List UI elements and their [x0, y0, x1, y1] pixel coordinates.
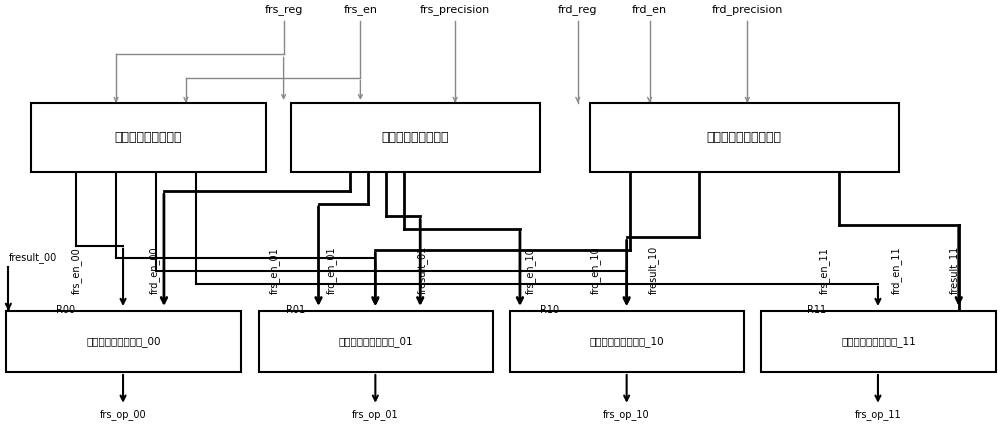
Text: 浮点目的寄存器写使能: 浮点目的寄存器写使能 [707, 131, 782, 144]
Text: frs_reg: frs_reg [264, 4, 303, 15]
Text: frs_op_10: frs_op_10 [603, 409, 650, 419]
Bar [761, 311, 996, 372]
Text: fresult_01: fresult_01 [417, 246, 428, 294]
Bar [31, 103, 266, 172]
Text: R10: R10 [540, 305, 559, 315]
Text: 浮点操作数读取使能: 浮点操作数读取使能 [381, 131, 449, 144]
Text: frd_en_00: frd_en_00 [149, 247, 160, 294]
Text: 相关性判定结果选择_00: 相关性判定结果选择_00 [86, 336, 161, 347]
Text: frs_en_11: frs_en_11 [819, 248, 830, 294]
Text: frd_precision: frd_precision [712, 4, 783, 15]
Text: frd_en_01: frd_en_01 [325, 247, 336, 294]
Text: fresult_10: fresult_10 [648, 246, 658, 294]
Text: frd_en_10: frd_en_10 [590, 247, 601, 294]
Text: frs_op_00: frs_op_00 [100, 409, 146, 419]
Text: 相关性判定结果选择_11: 相关性判定结果选择_11 [841, 336, 916, 347]
Text: fresult_11: fresult_11 [949, 246, 960, 294]
Text: frs_en_10: frs_en_10 [525, 248, 536, 294]
Text: frs_en_00: frs_en_00 [71, 248, 82, 294]
Bar [259, 311, 493, 372]
Text: R01: R01 [286, 305, 305, 315]
Text: frs_op_01: frs_op_01 [352, 409, 399, 419]
Text: frs_precision: frs_precision [420, 4, 490, 15]
Text: frd_reg: frd_reg [558, 4, 598, 15]
Bar [590, 103, 899, 172]
Text: frs_en: frs_en [343, 4, 377, 15]
Text: 浮点寄存器文件读取: 浮点寄存器文件读取 [115, 131, 182, 144]
Text: R11: R11 [807, 305, 826, 315]
Text: frd_en_11: frd_en_11 [891, 247, 902, 294]
Bar [510, 311, 744, 372]
Bar [291, 103, 540, 172]
Text: R00: R00 [56, 305, 75, 315]
Text: frs_en_01: frs_en_01 [269, 248, 280, 294]
Text: frd_en: frd_en [632, 4, 667, 15]
Text: fresult_00: fresult_00 [8, 252, 57, 262]
Bar [6, 311, 241, 372]
Text: 相关性判定结果选择_10: 相关性判定结果选择_10 [590, 336, 664, 347]
Text: 相关性判定结果选择_01: 相关性判定结果选择_01 [339, 336, 413, 347]
Text: frs_op_11: frs_op_11 [855, 409, 901, 419]
